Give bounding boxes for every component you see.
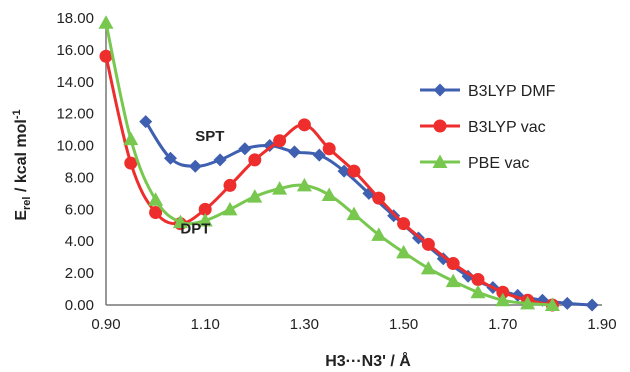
legend-label: PBE vac	[468, 155, 529, 172]
legend-item-pbe-vac: PBE vac	[420, 154, 529, 172]
annotations: SPT DPT	[180, 128, 224, 237]
data-point-b3lyp-dmf	[560, 296, 574, 310]
x-tick-label: 1.50	[389, 316, 418, 333]
y-tick-labels: 0.00 2.00 4.00 6.00 8.00 10.00 12.00 14.00 16.00…	[56, 10, 94, 314]
y-axis-title-rest: / kcal mol	[13, 119, 30, 196]
y-axis-title-sub: rel	[21, 197, 33, 210]
data-point-b3lyp-dmf	[238, 142, 252, 156]
data-point-b3lyp-vac	[198, 202, 212, 216]
data-point-pbe-vac	[172, 214, 188, 229]
data-point-b3lyp-dmf	[139, 115, 153, 129]
y-tick-label: 12.00	[56, 106, 94, 123]
data-point-b3lyp-vac	[496, 285, 510, 299]
y-tick-label: 0.00	[65, 297, 94, 314]
legend-marker	[433, 83, 447, 97]
data-point-b3lyp-vac	[347, 164, 361, 178]
data-point-b3lyp-vac	[297, 118, 311, 132]
data-point-b3lyp-vac	[397, 217, 411, 231]
data-point-pbe-vac	[445, 273, 461, 288]
data-point-pbe-vac	[197, 212, 213, 227]
y-tick-label: 10.00	[56, 138, 94, 155]
legend-item-b3lyp-dmf: B3LYP DMF	[420, 83, 556, 100]
data-point-pbe-vac	[148, 192, 164, 206]
data-point-pbe-vac	[272, 181, 288, 195]
y-tick-label: 4.00	[65, 233, 94, 250]
data-point-pbe-vac	[470, 284, 486, 299]
y-axis-title-sup: -1	[11, 109, 23, 119]
x-tick-labels: 0.90 1.10 1.30 1.50 1.70 1.90	[91, 316, 616, 333]
y-tick-label: 14.00	[56, 74, 94, 91]
data-point-pbe-vac	[222, 201, 238, 216]
data-point-pbe-vac	[321, 187, 337, 201]
data-point-b3lyp-dmf	[163, 151, 177, 165]
y-tick-label: 6.00	[65, 201, 94, 218]
y-axis-title: Erel / kcal mol-1	[11, 109, 33, 220]
series-line-b3lyp-dmf	[144, 120, 593, 307]
data-point-b3lyp-vac	[248, 153, 262, 167]
x-tick-label: 1.30	[290, 316, 319, 333]
data-point-b3lyp-dmf	[585, 298, 599, 312]
data-point-pbe-vac	[544, 297, 560, 311]
annotation-dpt: DPT	[180, 220, 210, 237]
data-point-b3lyp-dmf	[337, 164, 351, 178]
data-point-pbe-vac	[396, 244, 412, 259]
data-point-b3lyp-dmf	[213, 153, 227, 167]
data-point-b3lyp-dmf	[188, 159, 202, 173]
legend-marker	[433, 119, 447, 133]
data-point-b3lyp-vac	[322, 142, 336, 156]
axes	[105, 18, 602, 306]
legend-marker	[432, 154, 448, 168]
data-point-b3lyp-vac	[149, 206, 163, 220]
legend-label: B3LYP vac	[468, 119, 546, 136]
y-tick-label: 8.00	[65, 169, 94, 186]
data-point-pbe-vac	[247, 189, 263, 203]
data-point-pbe-vac	[371, 227, 387, 241]
data-point-pbe-vac	[495, 292, 511, 307]
y-tick-label: 2.00	[65, 265, 94, 282]
y-tick-label: 18.00	[56, 10, 94, 27]
x-tick-label: 1.90	[587, 316, 616, 333]
data-point-b3lyp-vac	[372, 191, 386, 205]
data-point-b3lyp-vac	[471, 272, 485, 286]
data-point-b3lyp-vac	[446, 257, 460, 271]
y-axis-title-main: E	[13, 210, 30, 221]
series-layer	[98, 15, 599, 312]
x-tick-label: 1.10	[191, 316, 220, 333]
data-point-b3lyp-dmf	[312, 148, 326, 162]
data-point-b3lyp-dmf	[287, 145, 301, 159]
data-point-b3lyp-vac	[273, 134, 287, 148]
annotation-spt: SPT	[195, 128, 224, 145]
series-pbe-vac	[98, 15, 560, 311]
data-point-pbe-vac	[98, 15, 114, 29]
data-point-pbe-vac	[123, 131, 139, 146]
x-tick-label: 1.70	[488, 316, 517, 333]
legend-item-b3lyp-vac: B3LYP vac	[420, 119, 546, 136]
data-point-pbe-vac	[296, 177, 312, 192]
data-point-pbe-vac	[520, 295, 536, 310]
data-point-b3lyp-vac	[421, 237, 435, 251]
legend-label: B3LYP DMF	[468, 83, 556, 100]
data-point-b3lyp-vac	[124, 156, 138, 170]
legend: B3LYP DMF B3LYP vac PBE vac	[420, 83, 556, 172]
data-point-pbe-vac	[420, 260, 436, 275]
data-point-b3lyp-vac	[223, 178, 237, 192]
y-tick-label: 16.00	[56, 42, 94, 59]
data-point-pbe-vac	[346, 206, 362, 221]
data-point-b3lyp-vac	[99, 49, 113, 63]
x-axis-title: H3···N3' / Å	[325, 351, 411, 370]
x-tick-label: 0.90	[91, 316, 120, 333]
